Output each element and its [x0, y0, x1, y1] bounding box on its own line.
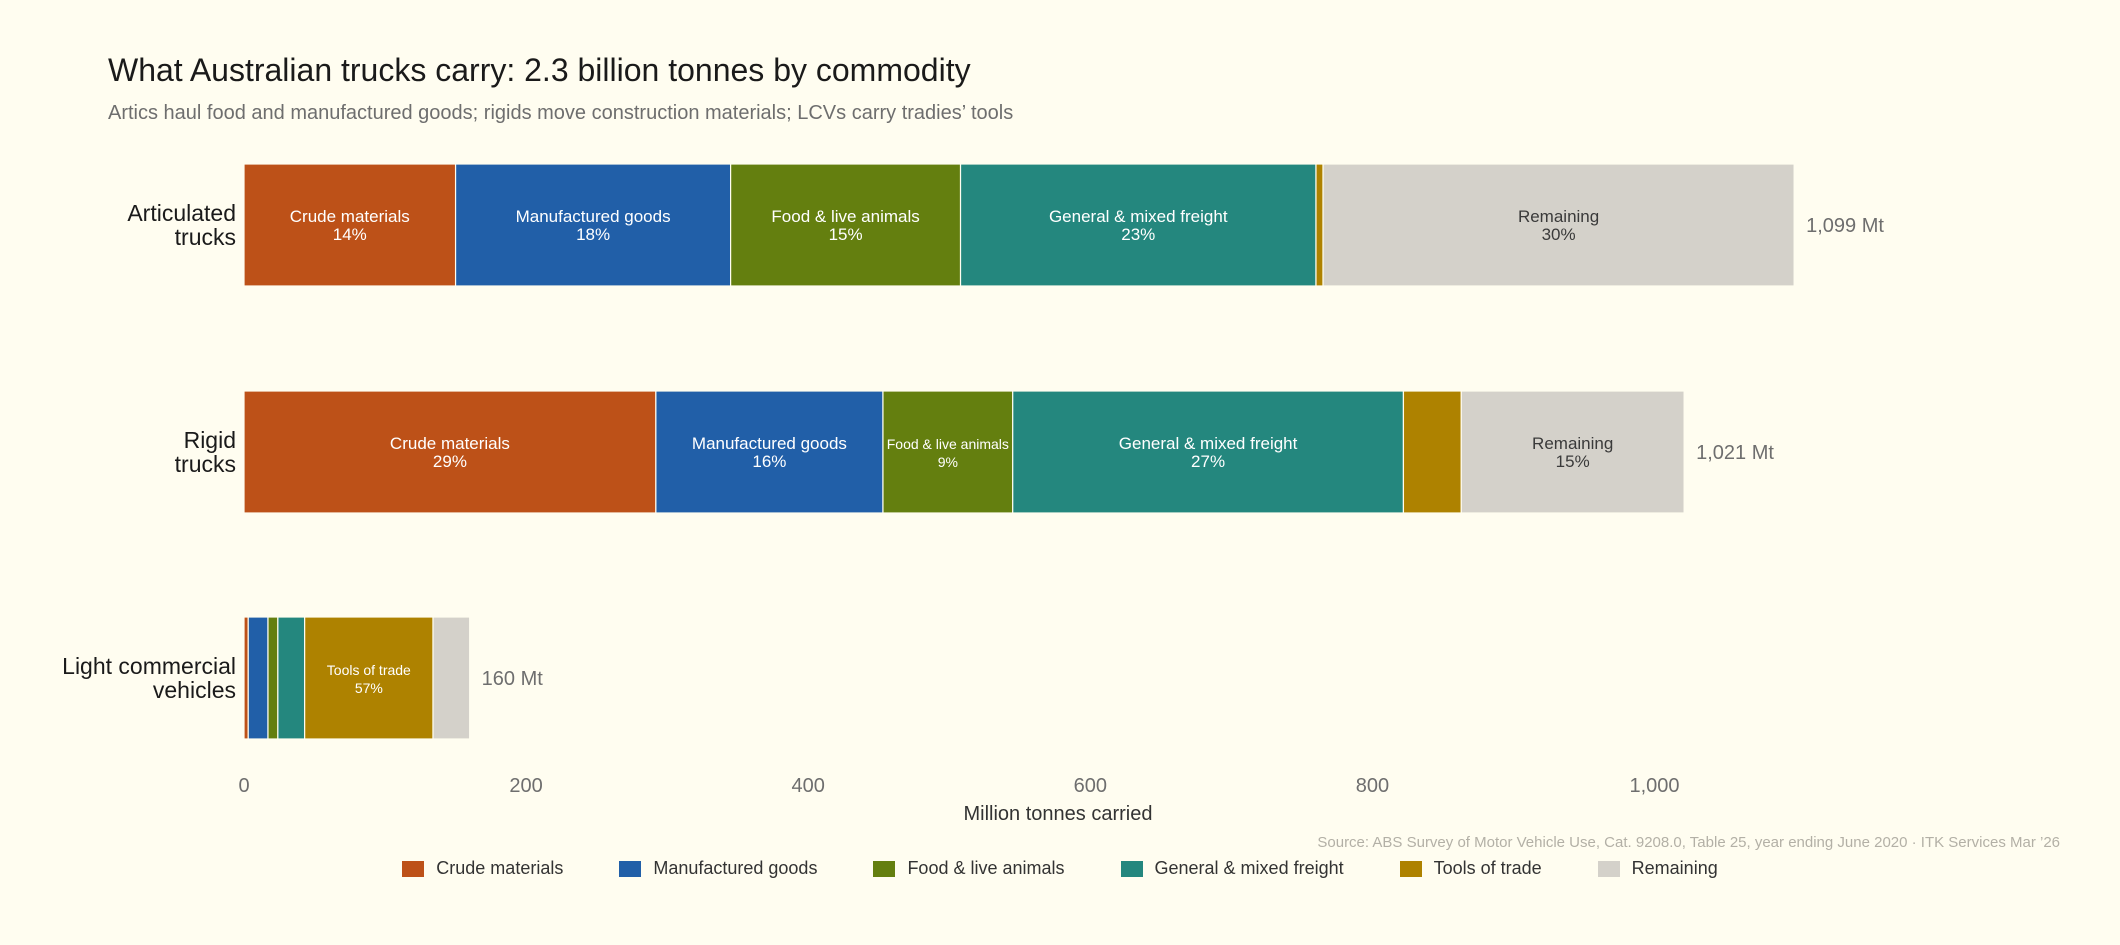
category-label: Rigid	[184, 427, 236, 453]
bar-segment-remaining	[432, 616, 471, 740]
legend-swatch	[619, 860, 642, 877]
x-tick-label: 1,000	[1629, 775, 1679, 797]
legend-label: Remaining	[1631, 858, 1718, 878]
category-label: Articulated	[127, 200, 236, 226]
segment-label-percent: 9%	[938, 454, 958, 470]
bar-segment-crude-materials	[243, 390, 657, 514]
legend-swatch	[1399, 860, 1422, 877]
bar-total-label: 1,021 Mt	[1696, 442, 1774, 464]
source-note: Source: ABS Survey of Motor Vehicle Use,…	[1317, 834, 2060, 851]
segment-label-name: Food & live animals	[771, 207, 919, 226]
x-tick-label: 600	[1074, 775, 1107, 797]
bar-segment-tools-of-trade	[304, 616, 434, 740]
bar-total-label: 160 Mt	[482, 668, 544, 690]
bar-segment-remaining	[1322, 163, 1795, 287]
bar-segment-crude-materials	[243, 163, 457, 287]
legend-swatch	[402, 860, 425, 877]
bar-segment-manufactured-goods	[655, 390, 884, 514]
category-label: vehicles	[153, 677, 236, 703]
legend-item: General & mixed freight	[1120, 858, 1344, 879]
x-tick-label: 200	[509, 775, 542, 797]
x-tick-label: 800	[1356, 775, 1389, 797]
bar-segment-general-and-mixed-freight	[959, 163, 1317, 287]
bar-segment-tools-of-trade	[1402, 390, 1462, 514]
segment-label-percent: 57%	[355, 680, 383, 696]
bar-segment-general-and-mixed-freight	[277, 616, 306, 740]
segment-label-name: General & mixed freight	[1049, 207, 1228, 226]
x-tick-label: 400	[792, 775, 825, 797]
legend-item: Tools of trade	[1399, 858, 1542, 879]
bar-segment-food-and-live-animals	[267, 616, 279, 740]
category-label: trucks	[175, 451, 236, 477]
segment-label-percent: 15%	[829, 225, 863, 244]
legend-item: Manufactured goods	[619, 858, 817, 879]
chart-subtitle: Artics haul food and manufactured goods;…	[108, 102, 1014, 124]
bar-segment-crude-materials	[243, 616, 249, 740]
legend-item: Food & live animals	[873, 858, 1065, 879]
x-axis-label: Million tonnes carried	[964, 803, 1153, 825]
segment-label-percent: 23%	[1121, 225, 1155, 244]
segment-label-percent: 29%	[433, 452, 467, 471]
segment-label-percent: 27%	[1191, 452, 1225, 471]
category-label: trucks	[175, 224, 236, 250]
bar-total-label: 1,099 Mt	[1806, 215, 1884, 237]
bar-segment-food-and-live-animals	[730, 163, 962, 287]
bar-segment-remaining	[1460, 390, 1685, 514]
segment-label-percent: 18%	[576, 225, 610, 244]
segment-label-name: Food & live animals	[887, 436, 1009, 452]
segment-label-name: Manufactured goods	[516, 207, 671, 226]
bar-segment-manufactured-goods	[247, 616, 269, 740]
legend-swatch	[1120, 860, 1143, 877]
segment-label-percent: 30%	[1542, 225, 1576, 244]
x-tick-label: 0	[238, 775, 249, 797]
segment-label-name: Remaining	[1532, 434, 1613, 453]
segment-label-percent: 16%	[752, 452, 786, 471]
legend-label: Food & live animals	[907, 858, 1065, 878]
legend-item: Crude materials	[402, 858, 563, 879]
segment-label-name: Crude materials	[290, 207, 410, 226]
legend-swatch	[873, 860, 896, 877]
category-label: Light commercial	[62, 653, 236, 679]
bar-segment-food-and-live-animals	[882, 390, 1014, 514]
bar-segment-general-and-mixed-freight	[1012, 390, 1405, 514]
legend: Crude materials Manufactured goods Food & …	[0, 858, 2120, 879]
legend-label: Tools of trade	[1433, 858, 1542, 878]
bar-segment-tools-of-trade	[1315, 163, 1324, 287]
segment-label-percent: 15%	[1556, 452, 1590, 471]
legend-label: Manufactured goods	[653, 858, 818, 878]
legend-label: General & mixed freight	[1154, 858, 1344, 878]
segment-label-percent: 14%	[333, 225, 367, 244]
chart-title: What Australian trucks carry: 2.3 billio…	[108, 52, 971, 88]
segment-label-name: General & mixed freight	[1119, 434, 1298, 453]
segment-label-name: Manufactured goods	[692, 434, 847, 453]
legend-label: Crude materials	[436, 858, 564, 878]
segment-label-name: Tools of trade	[327, 662, 411, 678]
segment-label-name: Crude materials	[390, 434, 510, 453]
legend-swatch	[1597, 860, 1620, 877]
legend-item: Remaining	[1597, 858, 1718, 879]
segment-label-name: Remaining	[1518, 207, 1599, 226]
